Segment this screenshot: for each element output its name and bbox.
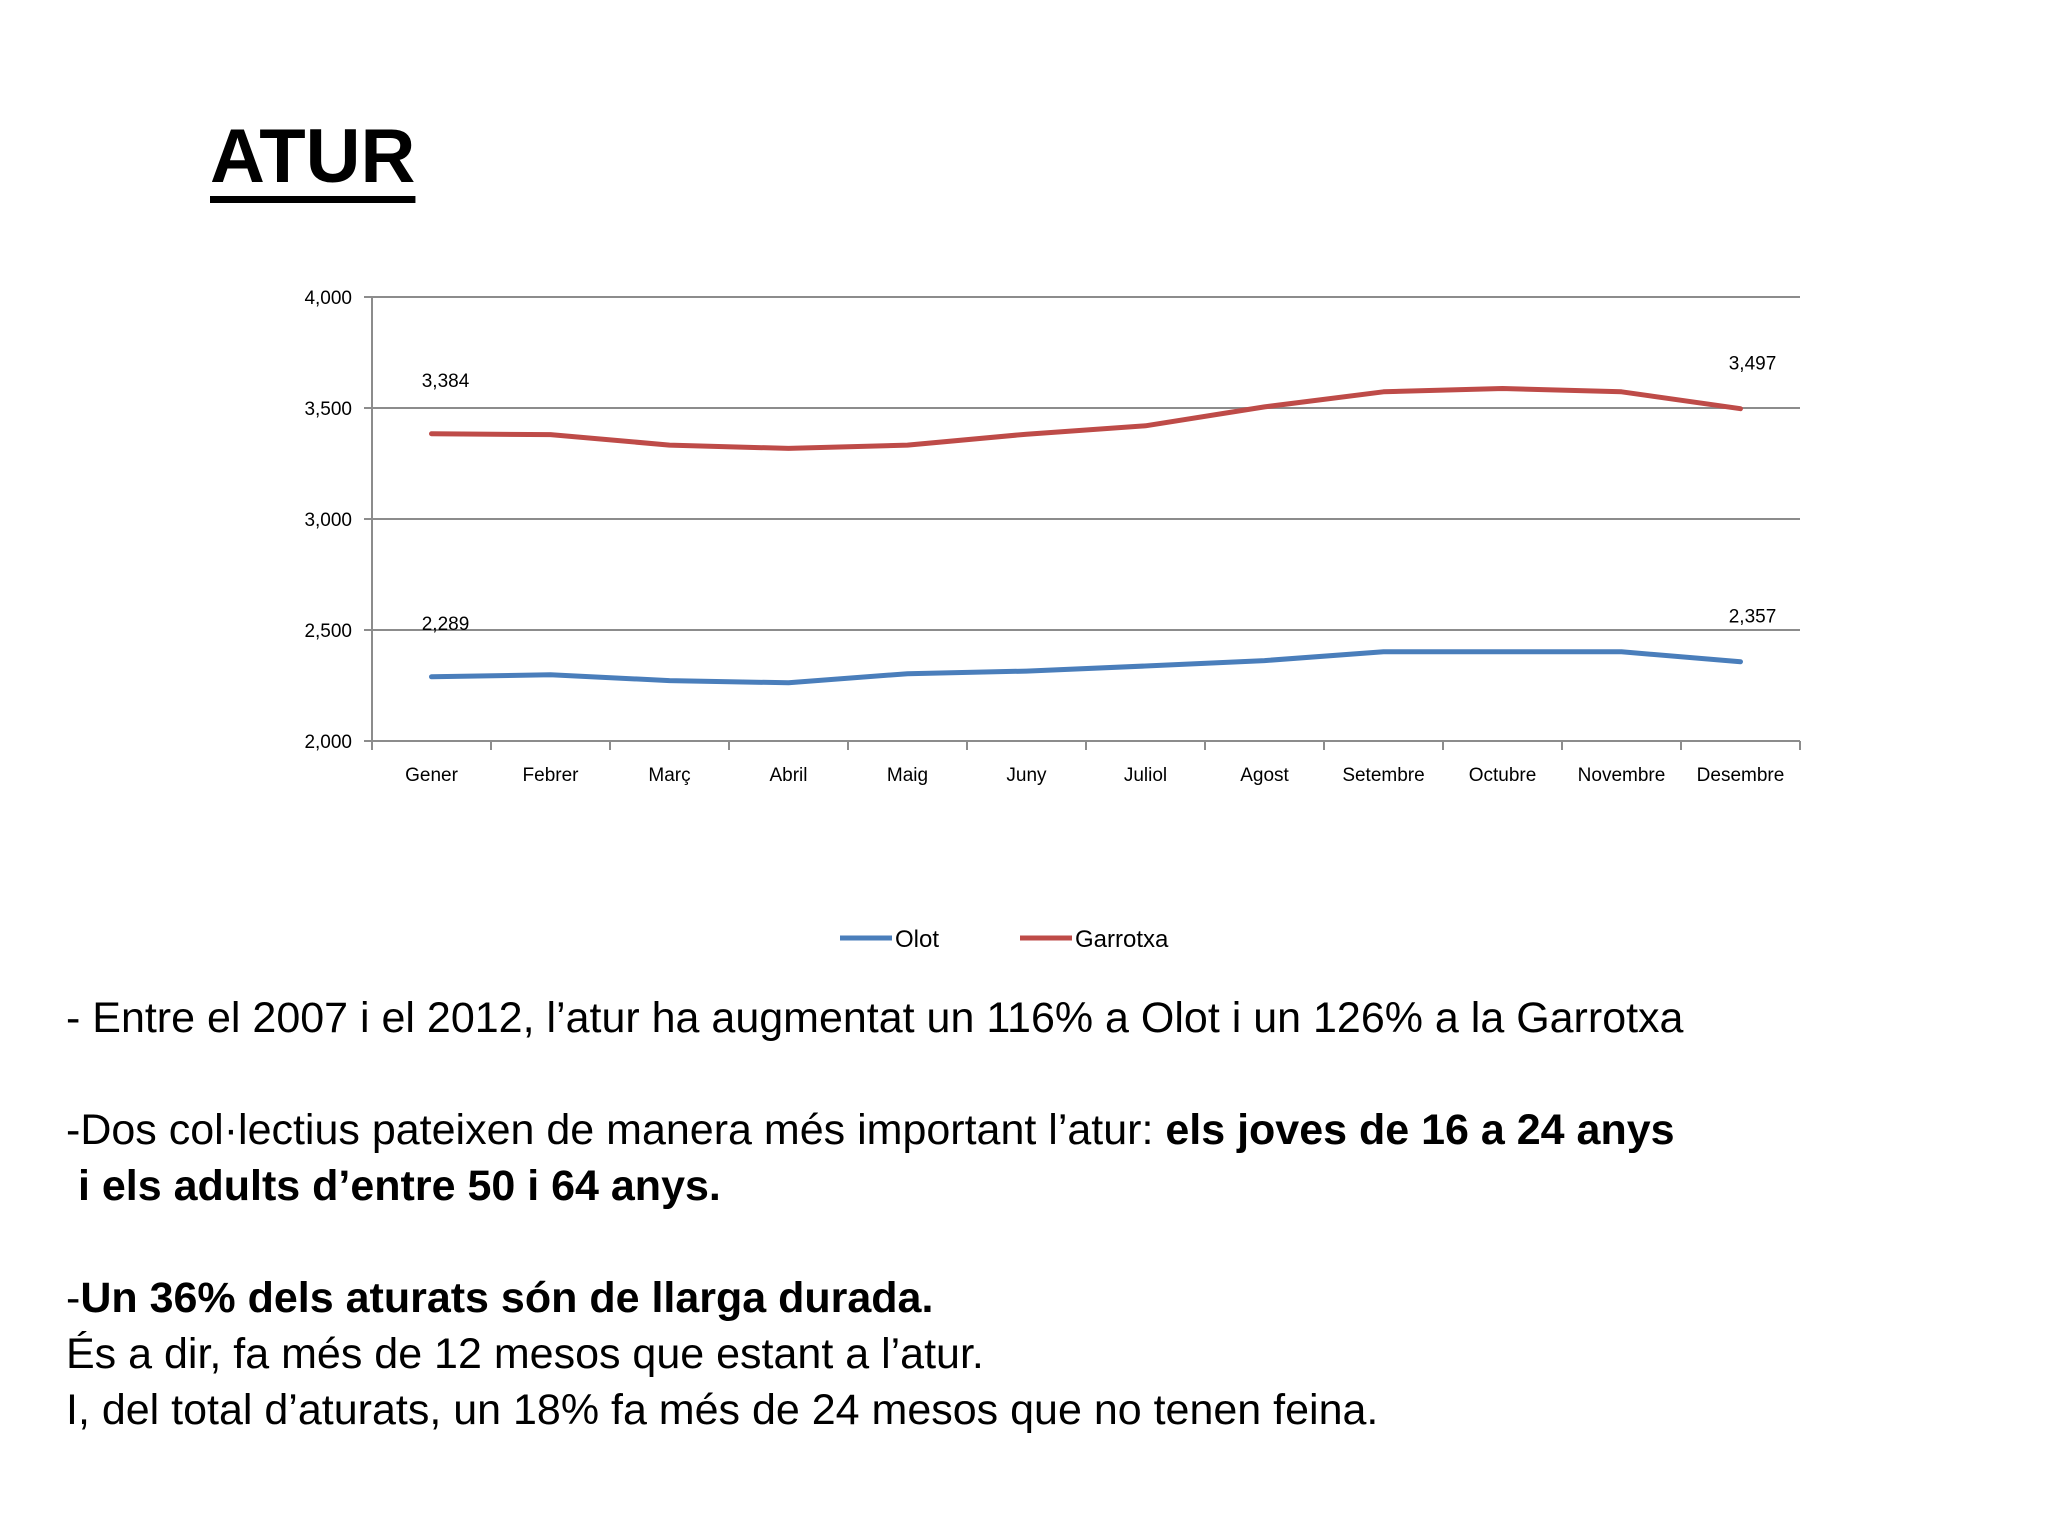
body-line-2: -Dos col·lectius pateixen de manera més … xyxy=(66,1102,2006,1158)
x-tick-label-novembre: Novembre xyxy=(1578,765,1666,786)
x-tick-label-abril: Abril xyxy=(769,765,807,786)
body-line-5-run-0: - xyxy=(66,1274,81,1322)
body-line-5-run-1: Un 36% dels aturats són de llarga durada… xyxy=(80,1274,934,1322)
body-text: - Entre el 2007 i el 2012, l’atur ha aug… xyxy=(66,990,2006,1438)
legend-label-garrotxa: Garrotxa xyxy=(1075,926,1169,953)
body-line-7-run-0: I, del total d’aturats, un 18% fa més de… xyxy=(66,1386,1379,1434)
body-line-3-run-0: i els adults d’entre 50 i 64 anys. xyxy=(66,1162,721,1210)
x-tick-label-febrer: Febrer xyxy=(523,765,580,786)
y-tick-label-2: 3,000 xyxy=(304,510,352,531)
body-line-0-run-0: - Entre el 2007 i el 2012, l’atur ha aug… xyxy=(66,994,1684,1042)
body-line-3: i els adults d’entre 50 i 64 anys. xyxy=(66,1158,2006,1214)
data-label-garrotxa-last: 3,497 xyxy=(1729,354,1777,375)
data-label-olot-last: 2,357 xyxy=(1729,607,1777,628)
body-line-2-run-0: -Dos col·lectius pateixen de manera més … xyxy=(66,1106,1166,1154)
data-label-garrotxa-first: 3,384 xyxy=(422,371,470,392)
x-tick-label-març: Març xyxy=(648,765,690,786)
x-tick-label-juny: Juny xyxy=(1006,765,1047,786)
series-line-garrotxa xyxy=(429,386,1743,451)
body-line-2-run-1: els joves de 16 a 24 anys xyxy=(1165,1106,1675,1154)
line-chart: 4,000 3,500 3,000 2,500 2,000 Gener Febrer Març… xyxy=(304,288,1801,953)
x-tick-label-desembre: Desembre xyxy=(1697,765,1785,786)
legend-label-olot: Olot xyxy=(895,926,939,953)
x-tick-label-maig: Maig xyxy=(887,765,928,786)
body-line-5: -Un 36% dels aturats són de llarga durad… xyxy=(66,1270,2006,1326)
data-label-olot-first: 2,289 xyxy=(422,614,470,635)
x-tick-label-gener: Gener xyxy=(405,765,458,786)
body-line-6-run-0: És a dir, fa més de 12 mesos que estant … xyxy=(66,1330,984,1378)
page-title: ATUR xyxy=(210,114,416,199)
y-tick-label-0: 4,000 xyxy=(304,288,352,309)
y-tick-label-1: 3,500 xyxy=(304,399,352,420)
y-tick-label-4: 2,000 xyxy=(304,732,352,753)
series-line-olot xyxy=(429,649,1743,686)
body-line-1 xyxy=(66,1046,2006,1102)
body-line-4 xyxy=(66,1214,2006,1270)
body-line-6: És a dir, fa més de 12 mesos que estant … xyxy=(66,1326,2006,1382)
x-tick-label-octubre: Octubre xyxy=(1469,765,1537,786)
x-tick-label-juliol: Juliol xyxy=(1124,765,1167,786)
x-tick-label-agost: Agost xyxy=(1240,765,1289,786)
body-line-0: - Entre el 2007 i el 2012, l’atur ha aug… xyxy=(66,990,2006,1046)
x-tick-label-setembre: Setembre xyxy=(1342,765,1424,786)
body-line-7: I, del total d’aturats, un 18% fa més de… xyxy=(66,1382,2006,1438)
y-tick-label-3: 2,500 xyxy=(304,621,352,642)
